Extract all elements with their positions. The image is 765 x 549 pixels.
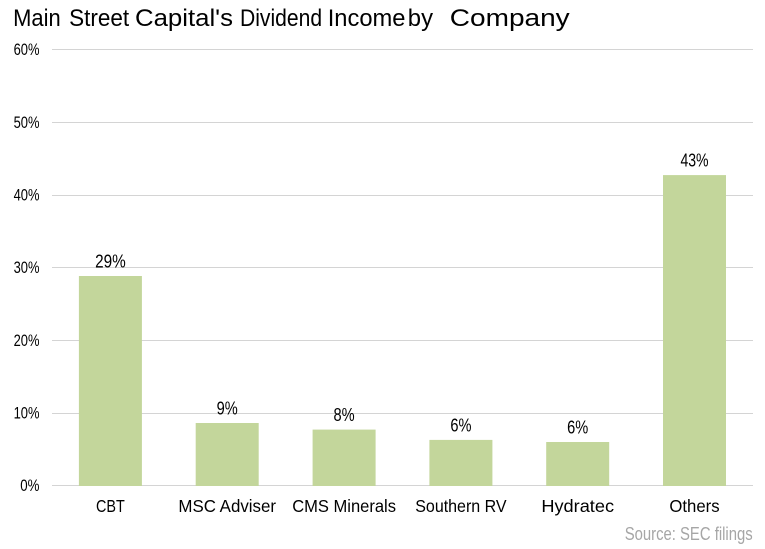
svg-text:10%: 10% (14, 404, 40, 423)
svg-text:40%: 40% (14, 186, 40, 205)
svg-text:30%: 30% (14, 258, 40, 277)
svg-text:Southern RV: Southern RV (415, 496, 507, 516)
svg-text:MSC Adviser: MSC Adviser (178, 496, 276, 516)
svg-text:50%: 50% (14, 113, 40, 132)
svg-text:Source: SEC filings: Source: SEC filings (625, 523, 753, 544)
svg-text:43%: 43% (680, 150, 708, 171)
svg-text:8%: 8% (334, 404, 355, 425)
svg-text:6%: 6% (450, 414, 471, 435)
svg-text:Hydratec: Hydratec (541, 496, 614, 516)
svg-text:20%: 20% (14, 331, 40, 350)
svg-text:CMS Minerals: CMS Minerals (292, 496, 396, 516)
svg-text:0%: 0% (20, 476, 39, 495)
svg-text:60%: 60% (14, 40, 40, 59)
svg-text:Others: Others (669, 496, 720, 516)
svg-text:9%: 9% (217, 397, 238, 418)
svg-text:6%: 6% (567, 416, 588, 437)
svg-text:29%: 29% (95, 250, 126, 271)
svg-text:CBT: CBT (96, 496, 125, 516)
